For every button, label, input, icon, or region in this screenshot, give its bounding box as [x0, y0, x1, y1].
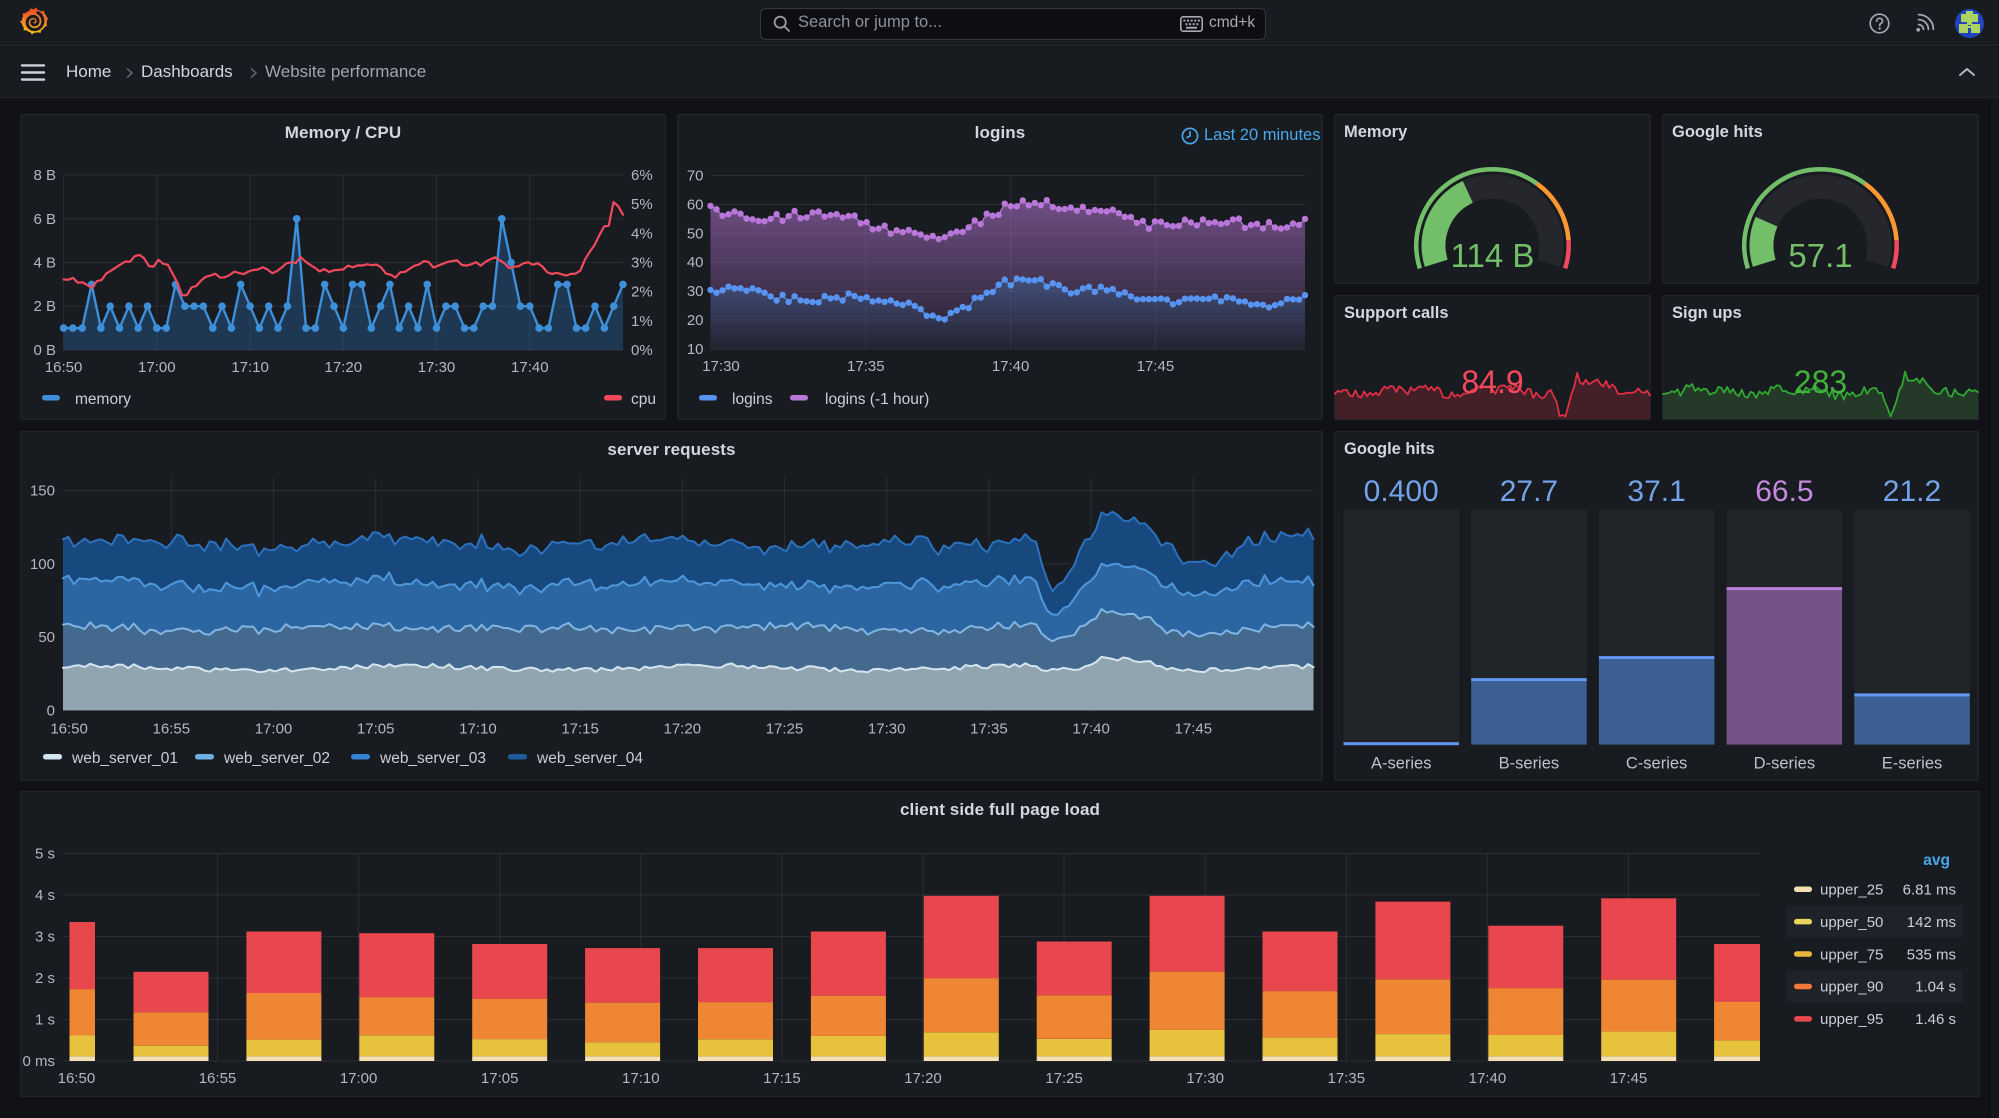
svg-text:E-series: E-series: [1882, 755, 1943, 773]
svg-text:web_server_02: web_server_02: [223, 750, 330, 767]
svg-text:17:35: 17:35: [970, 720, 1008, 737]
svg-text:17:30: 17:30: [1186, 1070, 1224, 1087]
svg-text:17:10: 17:10: [231, 359, 269, 376]
svg-text:C-series: C-series: [1626, 755, 1687, 773]
svg-text:1 s: 1 s: [35, 1012, 55, 1029]
svg-text:D-series: D-series: [1754, 755, 1815, 773]
svg-text:17:00: 17:00: [340, 1070, 378, 1087]
svg-text:17:05: 17:05: [357, 720, 395, 737]
svg-text:6.81 ms: 6.81 ms: [1903, 882, 1956, 899]
svg-text:17:20: 17:20: [904, 1070, 942, 1087]
svg-text:0 ms: 0 ms: [22, 1053, 55, 1070]
svg-text:6%: 6%: [631, 167, 653, 184]
svg-text:2 B: 2 B: [33, 298, 56, 315]
svg-text:web_server_04: web_server_04: [536, 750, 643, 767]
svg-text:0: 0: [47, 702, 55, 719]
svg-text:avg: avg: [1923, 852, 1950, 869]
svg-text:142 ms: 142 ms: [1907, 914, 1956, 931]
svg-text:memory: memory: [75, 391, 131, 408]
svg-text:21.2: 21.2: [1883, 475, 1941, 508]
svg-text:16:50: 16:50: [58, 1070, 96, 1087]
svg-text:web_server_01: web_server_01: [71, 750, 178, 767]
svg-text:283: 283: [1794, 364, 1847, 400]
svg-text:17:15: 17:15: [561, 720, 599, 737]
svg-text:2%: 2%: [631, 284, 653, 301]
svg-text:17:05: 17:05: [481, 1070, 519, 1087]
svg-text:logins: logins: [732, 391, 773, 408]
svg-text:150: 150: [30, 483, 55, 500]
svg-text:50: 50: [687, 225, 704, 242]
svg-text:17:40: 17:40: [511, 359, 549, 376]
svg-text:5%: 5%: [631, 196, 653, 213]
svg-text:17:45: 17:45: [1610, 1070, 1648, 1087]
svg-text:10: 10: [687, 341, 704, 358]
svg-text:17:10: 17:10: [622, 1070, 660, 1087]
svg-text:60: 60: [687, 196, 704, 213]
svg-text:0%: 0%: [631, 342, 653, 359]
svg-text:40: 40: [687, 254, 704, 271]
svg-text:1%: 1%: [631, 313, 653, 330]
svg-text:27.7: 27.7: [1500, 475, 1558, 508]
svg-text:17:20: 17:20: [664, 720, 702, 737]
svg-text:17:35: 17:35: [847, 358, 885, 375]
svg-text:66.5: 66.5: [1755, 475, 1813, 508]
svg-text:8 B: 8 B: [33, 167, 56, 184]
svg-text:6 B: 6 B: [33, 211, 56, 228]
svg-text:2 s: 2 s: [35, 970, 55, 987]
svg-text:upper_50: upper_50: [1820, 914, 1883, 931]
svg-text:upper_90: upper_90: [1820, 979, 1883, 996]
svg-text:17:00: 17:00: [138, 359, 176, 376]
svg-text:0.400: 0.400: [1364, 475, 1439, 508]
svg-text:17:15: 17:15: [763, 1070, 801, 1087]
svg-text:30: 30: [687, 283, 704, 300]
svg-text:16:55: 16:55: [199, 1070, 237, 1087]
svg-text:17:40: 17:40: [1072, 720, 1110, 737]
svg-text:114 B: 114 B: [1451, 237, 1535, 274]
svg-text:B-series: B-series: [1499, 755, 1560, 773]
svg-text:20: 20: [687, 312, 704, 329]
svg-text:3 s: 3 s: [35, 929, 55, 946]
svg-text:50: 50: [38, 629, 55, 646]
svg-text:5 s: 5 s: [35, 846, 55, 863]
svg-text:17:40: 17:40: [1469, 1070, 1507, 1087]
svg-text:upper_25: upper_25: [1820, 882, 1883, 899]
svg-text:4%: 4%: [631, 225, 653, 242]
svg-text:16:50: 16:50: [50, 720, 88, 737]
svg-text:4 B: 4 B: [33, 255, 56, 272]
svg-text:17:00: 17:00: [255, 720, 293, 737]
svg-text:535 ms: 535 ms: [1907, 946, 1956, 963]
svg-text:4 s: 4 s: [35, 887, 55, 904]
svg-text:cpu: cpu: [631, 391, 656, 408]
svg-text:17:45: 17:45: [1175, 720, 1213, 737]
svg-text:17:45: 17:45: [1137, 358, 1175, 375]
svg-text:17:40: 17:40: [992, 358, 1030, 375]
svg-text:16:50: 16:50: [45, 359, 83, 376]
svg-text:70: 70: [687, 168, 704, 185]
svg-text:57.1: 57.1: [1788, 237, 1852, 274]
svg-text:17:30: 17:30: [418, 359, 456, 376]
svg-text:A-series: A-series: [1371, 755, 1432, 773]
svg-text:17:20: 17:20: [325, 359, 363, 376]
svg-text:17:30: 17:30: [868, 720, 906, 737]
svg-text:upper_95: upper_95: [1820, 1011, 1883, 1028]
svg-text:100: 100: [30, 556, 55, 573]
svg-text:84.9: 84.9: [1461, 364, 1523, 400]
svg-text:17:35: 17:35: [1328, 1070, 1366, 1087]
svg-text:1.46 s: 1.46 s: [1915, 1011, 1956, 1028]
svg-text:0 B: 0 B: [33, 342, 56, 359]
svg-text:web_server_03: web_server_03: [379, 750, 486, 767]
svg-text:17:25: 17:25: [766, 720, 804, 737]
svg-text:logins (-1 hour): logins (-1 hour): [825, 391, 929, 408]
svg-text:16:55: 16:55: [153, 720, 191, 737]
svg-text:17:10: 17:10: [459, 720, 497, 737]
svg-text:17:25: 17:25: [1045, 1070, 1083, 1087]
svg-text:upper_75: upper_75: [1820, 946, 1883, 963]
svg-text:3%: 3%: [631, 255, 653, 272]
svg-text:1.04 s: 1.04 s: [1915, 979, 1956, 996]
svg-text:37.1: 37.1: [1627, 475, 1685, 508]
svg-text:17:30: 17:30: [702, 358, 740, 375]
